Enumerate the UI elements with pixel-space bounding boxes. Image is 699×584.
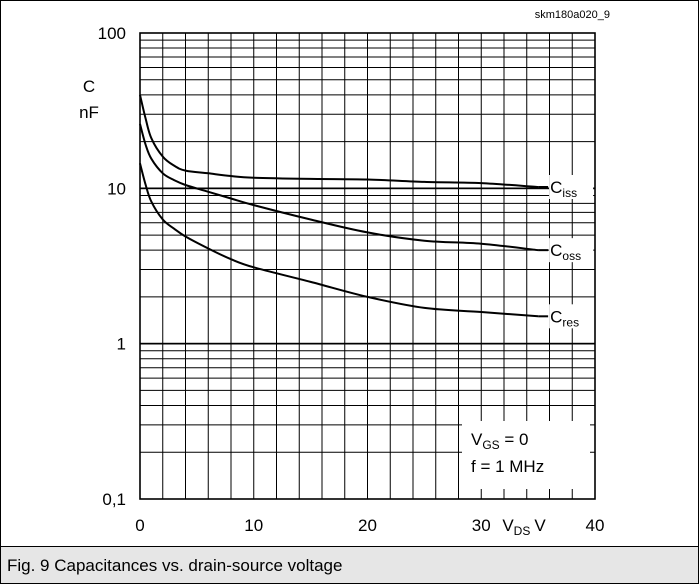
annotation-box — [462, 421, 590, 489]
x-tick-label: 10 — [244, 516, 263, 535]
series-label-oss: Coss — [550, 241, 581, 263]
plot-border — [139, 32, 596, 500]
series-line-oss — [139, 123, 539, 252]
grid — [140, 33, 595, 499]
y-axis-ticks: 100 10 1 0,1 — [98, 24, 126, 509]
x-tick-label: 40 — [586, 516, 605, 535]
series-label-bg-iss — [549, 174, 594, 199]
x-tick-label: 0 — [135, 516, 144, 535]
x-tick-label: 30 — [472, 516, 491, 535]
x-axis-ticks: 0 10 20 30 40 — [135, 516, 604, 535]
x-tick-label: 20 — [358, 516, 377, 535]
series-label-bg-oss — [549, 238, 594, 263]
annotation-line2: f = 1 MHz — [471, 457, 544, 476]
y-tick-label: 100 — [98, 24, 126, 43]
series-labels: Ciss Coss Cres — [549, 174, 594, 329]
series-label-res: Cres — [550, 307, 579, 329]
series-label-iss: Ciss — [550, 178, 577, 200]
x-axis-label: VDS V — [502, 516, 546, 538]
figure-id: skm180a020_9 — [535, 9, 610, 21]
y-tick-label: 0,1 — [102, 490, 126, 509]
y-axis-label: C — [83, 77, 95, 96]
y-axis-unit: nF — [79, 103, 99, 122]
y-tick-label: 10 — [107, 179, 126, 198]
series-line-res — [139, 163, 539, 318]
series-line-iss — [139, 94, 539, 188]
annotation-line1: VGS = 0 — [471, 430, 529, 452]
capacitance-chart: skm180a020_9 100 10 1 0,1 0 10 20 30 40 C nF Ci… — [79, 9, 610, 538]
series-label-bg-res — [549, 304, 594, 329]
caption-bar: Fig. 9 Capacitances vs. drain-source vol… — [1, 546, 698, 583]
y-tick-label: 1 — [117, 335, 126, 354]
series-group — [139, 94, 549, 318]
figure-caption: Fig. 9 Capacitances vs. drain-source vol… — [7, 556, 343, 575]
